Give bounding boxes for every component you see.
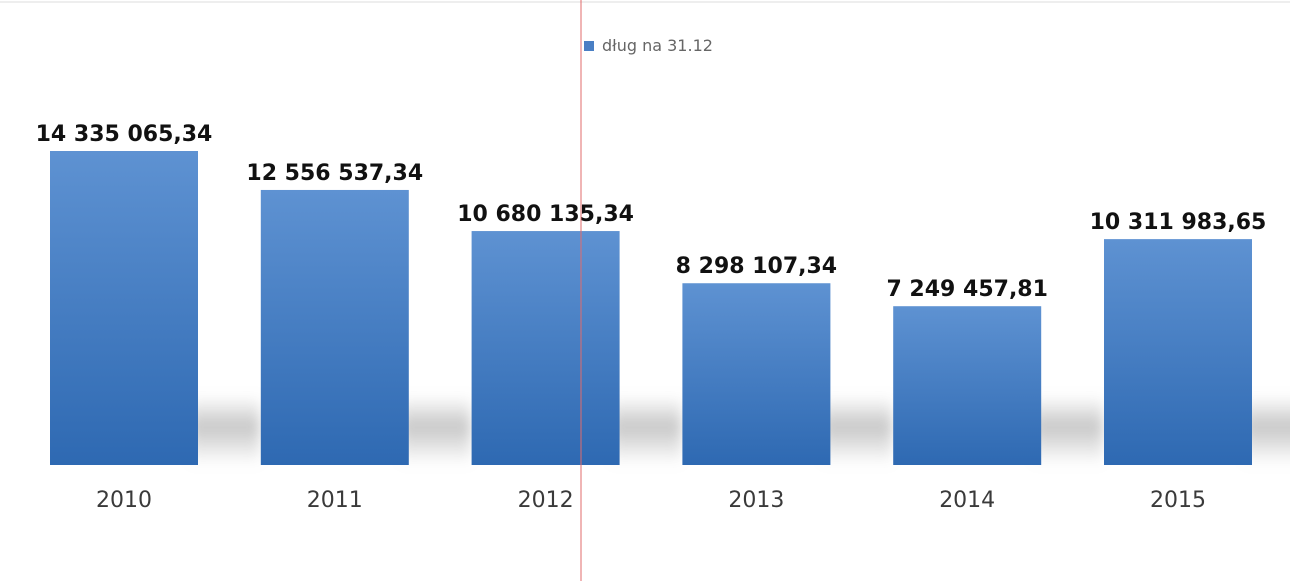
bar-2012: [471, 231, 620, 465]
category-label-2011: 2011: [307, 488, 363, 513]
bar-2014: [893, 306, 1042, 465]
legend-label: dług na 31.12: [602, 36, 713, 55]
bar-shadow: [1033, 395, 1104, 465]
bar-2010: [50, 151, 198, 465]
category-label-2010: 2010: [96, 488, 152, 513]
bar-shadow: [400, 395, 471, 465]
value-label-2015: 10 311 983,65: [1090, 210, 1267, 235]
value-labels: 14 335 065,34 12 556 537,34 10 680 135,34 8…: [36, 122, 1267, 302]
category-label-2014: 2014: [939, 488, 995, 513]
value-label-2013: 8 298 107,34: [676, 254, 837, 279]
bars: [50, 151, 1252, 465]
category-label-2013: 2013: [728, 488, 784, 513]
legend-swatch: [584, 41, 594, 51]
value-label-2010: 14 335 065,34: [36, 122, 213, 147]
bar-shadows: [190, 395, 1290, 465]
category-labels: 2010 2011 2012 2013 2014 2015: [96, 488, 1206, 513]
legend: dług na 31.12: [584, 36, 713, 55]
bar-shadow: [822, 395, 893, 465]
bar-shadow: [190, 395, 260, 465]
value-label-2011: 12 556 537,34: [246, 161, 423, 186]
category-label-2012: 2012: [518, 488, 574, 513]
category-label-2015: 2015: [1150, 488, 1206, 513]
bar-2011: [260, 189, 409, 465]
bar-2015: [1104, 239, 1252, 465]
bar-shadow: [611, 395, 682, 465]
value-label-2012: 10 680 135,34: [457, 202, 634, 227]
value-label-2014: 7 249 457,81: [886, 277, 1047, 302]
bar-2013: [682, 283, 831, 465]
